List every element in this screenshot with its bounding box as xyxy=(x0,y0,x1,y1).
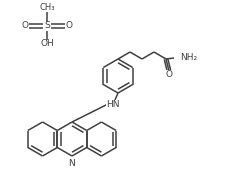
Text: NH₂: NH₂ xyxy=(179,54,196,62)
Text: O: O xyxy=(165,71,172,79)
Text: CH₃: CH₃ xyxy=(39,3,55,12)
Text: O: O xyxy=(21,22,28,31)
Text: OH: OH xyxy=(40,39,54,49)
Text: O: O xyxy=(65,22,72,31)
Text: S: S xyxy=(44,22,50,31)
Text: N: N xyxy=(68,159,75,168)
Text: HN: HN xyxy=(106,100,119,110)
